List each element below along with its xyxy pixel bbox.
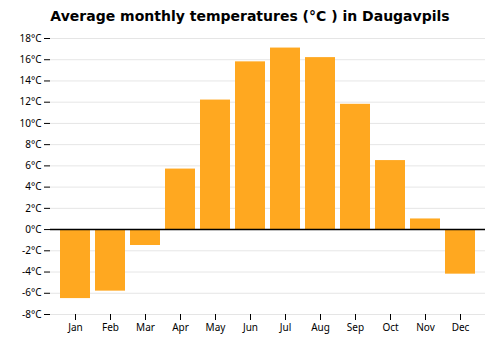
svg-text:18°C: 18°C — [19, 31, 42, 45]
svg-text:Aug: Aug — [311, 320, 330, 334]
svg-text:Mar: Mar — [136, 320, 155, 334]
svg-text:-8°C: -8°C — [22, 307, 42, 321]
svg-text:Jun: Jun — [242, 320, 258, 334]
svg-text:12°C: 12°C — [19, 94, 42, 108]
svg-text:-2°C: -2°C — [22, 243, 42, 257]
svg-text:10°C: 10°C — [19, 116, 42, 130]
svg-text:4°C: 4°C — [25, 179, 42, 193]
svg-text:14°C: 14°C — [19, 73, 42, 87]
svg-text:8°C: 8°C — [25, 137, 42, 151]
svg-text:Dec: Dec — [452, 320, 470, 334]
svg-text:6°C: 6°C — [25, 158, 42, 172]
svg-text:0°C: 0°C — [25, 222, 42, 236]
svg-text:Oct: Oct — [382, 320, 399, 334]
svg-text:Nov: Nov — [416, 320, 435, 334]
svg-text:May: May — [206, 320, 227, 334]
svg-text:Jan: Jan — [67, 320, 83, 334]
svg-text:-6°C: -6°C — [22, 285, 42, 299]
svg-text:16°C: 16°C — [19, 52, 42, 66]
svg-text:Jul: Jul — [279, 320, 292, 334]
svg-text:-4°C: -4°C — [22, 264, 42, 278]
svg-text:Apr: Apr — [172, 320, 189, 334]
svg-text:Sep: Sep — [347, 320, 364, 334]
svg-text:2°C: 2°C — [25, 201, 42, 215]
svg-text:Feb: Feb — [102, 320, 119, 334]
html-text:Average monthly temperatures (: Average monthly temperatures (°C ) in Da… — [50, 8, 450, 24]
